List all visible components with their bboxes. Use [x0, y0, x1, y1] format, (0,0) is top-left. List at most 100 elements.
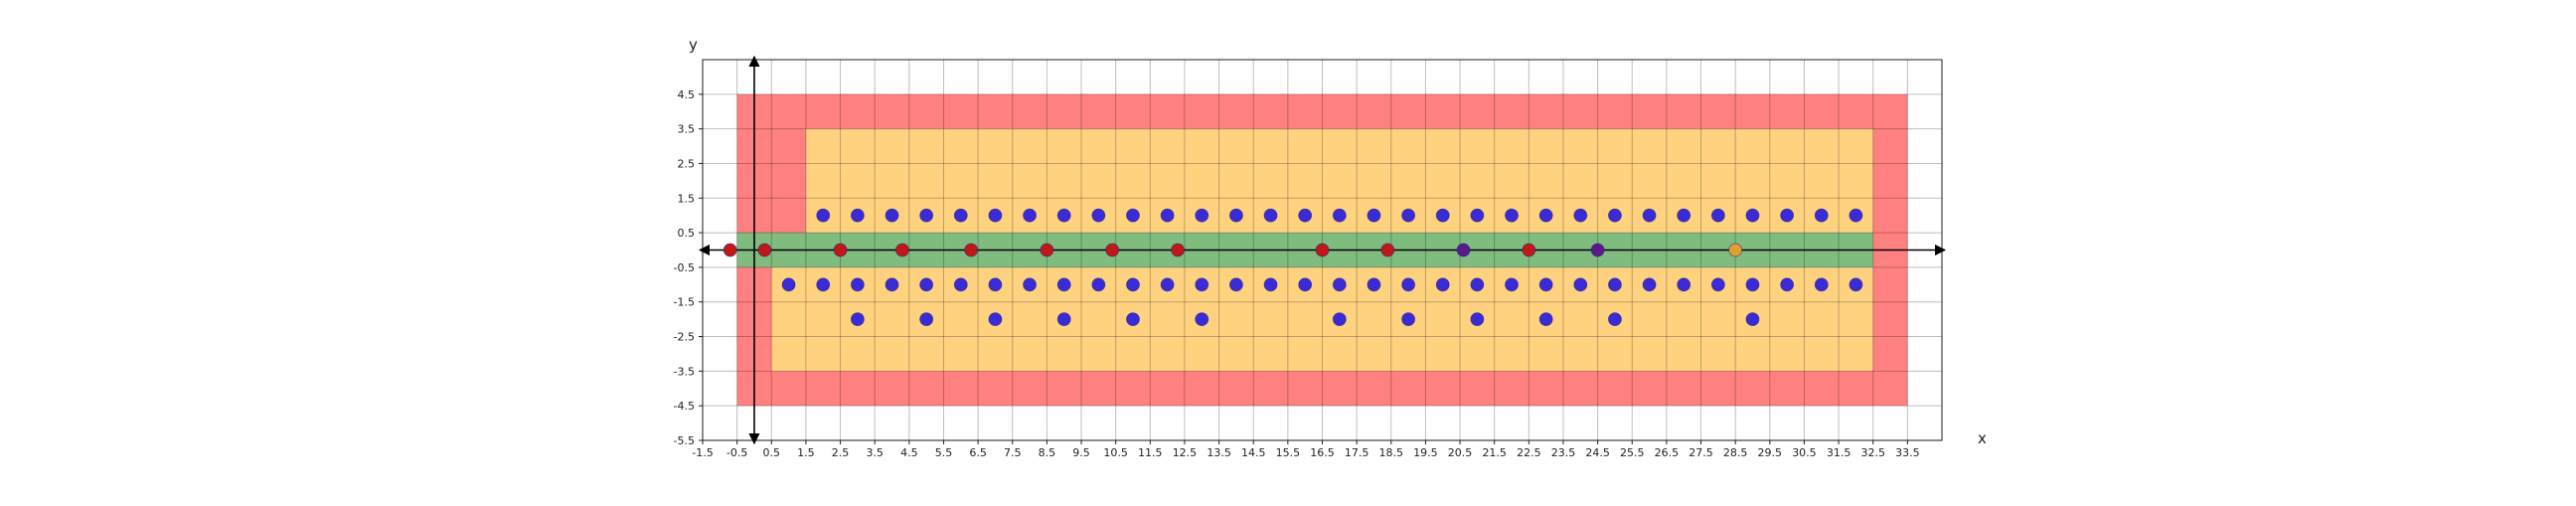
data-point: [1126, 208, 1140, 223]
data-point: [1814, 208, 1829, 223]
x-tick-label: 5.5: [935, 446, 953, 459]
data-point: [1126, 277, 1140, 292]
data-point: [850, 312, 865, 327]
data-point: [1522, 243, 1536, 257]
data-point: [1401, 312, 1415, 327]
data-point: [1105, 243, 1120, 257]
x-tick-label: 19.5: [1413, 446, 1438, 459]
x-tick-label: 2.5: [832, 446, 850, 459]
y-tick-label: -0.5: [674, 261, 695, 274]
data-point: [1456, 243, 1471, 257]
data-point: [1435, 277, 1450, 292]
data-point: [1332, 208, 1347, 223]
data-point: [1745, 277, 1760, 292]
data-point: [988, 277, 1003, 292]
data-point: [1056, 208, 1071, 223]
y-tick-label: -4.5: [674, 400, 695, 413]
x-tick-label: 9.5: [1072, 446, 1090, 459]
data-point: [1380, 243, 1395, 257]
x-tick-label: 32.5: [1860, 446, 1885, 459]
data-point: [988, 208, 1003, 223]
x-tick-label: 15.5: [1276, 446, 1301, 459]
data-point: [1091, 208, 1106, 223]
data-point: [885, 277, 899, 292]
data-point: [1332, 312, 1347, 327]
y-tick-label: -3.5: [674, 365, 695, 378]
data-point: [1745, 208, 1760, 223]
data-point: [1126, 312, 1140, 327]
y-tick-label: 2.5: [678, 157, 696, 170]
x-tick-label: 20.5: [1448, 446, 1473, 459]
x-tick-label: 4.5: [900, 446, 918, 459]
data-point: [1171, 243, 1185, 257]
data-point: [1470, 208, 1485, 223]
data-point: [1160, 208, 1175, 223]
data-point: [1642, 208, 1657, 223]
data-point: [1849, 277, 1863, 292]
data-point: [1538, 277, 1553, 292]
data-point: [1590, 243, 1605, 257]
data-point: [1023, 277, 1037, 292]
data-point: [1608, 277, 1622, 292]
data-point: [964, 243, 979, 257]
x-tick-label: 10.5: [1103, 446, 1128, 459]
data-point: [1573, 277, 1588, 292]
x-tick-label: 23.5: [1551, 446, 1576, 459]
data-point: [1091, 277, 1106, 292]
data-point: [919, 277, 934, 292]
data-point: [1538, 208, 1553, 223]
data-point: [1367, 277, 1381, 292]
x-tick-label: 17.5: [1345, 446, 1369, 459]
data-point: [1229, 277, 1243, 292]
y-tick-label: 1.5: [678, 192, 696, 205]
data-point: [1677, 277, 1691, 292]
y-tick-label: -5.5: [674, 434, 695, 447]
x-tick-label: 8.5: [1039, 446, 1056, 459]
data-point: [1315, 243, 1330, 257]
y-tick-label: -2.5: [674, 331, 695, 344]
x-tick-label: 22.5: [1517, 446, 1541, 459]
data-point: [919, 312, 934, 327]
data-point: [723, 243, 737, 257]
data-point: [1780, 208, 1795, 223]
data-point: [1780, 277, 1795, 292]
y-tick-label: -1.5: [674, 296, 695, 309]
x-tick-label: 28.5: [1723, 446, 1748, 459]
x-tick-label: 0.5: [763, 446, 781, 459]
x-tick-label: 21.5: [1482, 446, 1507, 459]
data-point: [1538, 312, 1553, 327]
data-point: [1263, 208, 1278, 223]
data-point: [1056, 312, 1071, 327]
data-point: [1642, 277, 1657, 292]
x-tick-label: 13.5: [1207, 446, 1231, 459]
data-point: [895, 243, 909, 257]
data-point: [919, 208, 934, 223]
data-point: [1195, 208, 1209, 223]
x-tick-label: 31.5: [1827, 446, 1852, 459]
x-tick-label: 16.5: [1310, 446, 1335, 459]
data-point: [781, 277, 796, 292]
data-point: [1263, 277, 1278, 292]
y-tick-label: 0.5: [678, 227, 696, 240]
y-tick-label: 3.5: [678, 123, 696, 136]
data-point: [1728, 243, 1743, 257]
x-tick-label: 11.5: [1138, 446, 1163, 459]
data-point: [1332, 277, 1347, 292]
data-point: [1745, 312, 1760, 327]
labels-layer: -1.5 -0.5 0.5 1.5 2.5 3.5 4.5 5.5 6.5 7.5 8.5 9.5 10…: [674, 88, 1920, 459]
points-layer: [723, 208, 1863, 327]
data-point: [1056, 277, 1071, 292]
x-tick-label: -0.5: [726, 446, 747, 459]
data-point: [953, 208, 968, 223]
data-point: [1710, 208, 1725, 223]
data-point: [757, 243, 772, 257]
x-tick-label: 3.5: [866, 446, 884, 459]
x-tick-label: 18.5: [1379, 446, 1404, 459]
data-point: [1470, 277, 1485, 292]
x-tick-label: 14.5: [1241, 446, 1266, 459]
data-point: [1367, 208, 1381, 223]
x-tick-label: 25.5: [1620, 446, 1645, 459]
data-point: [1160, 277, 1175, 292]
data-point: [1608, 312, 1622, 327]
